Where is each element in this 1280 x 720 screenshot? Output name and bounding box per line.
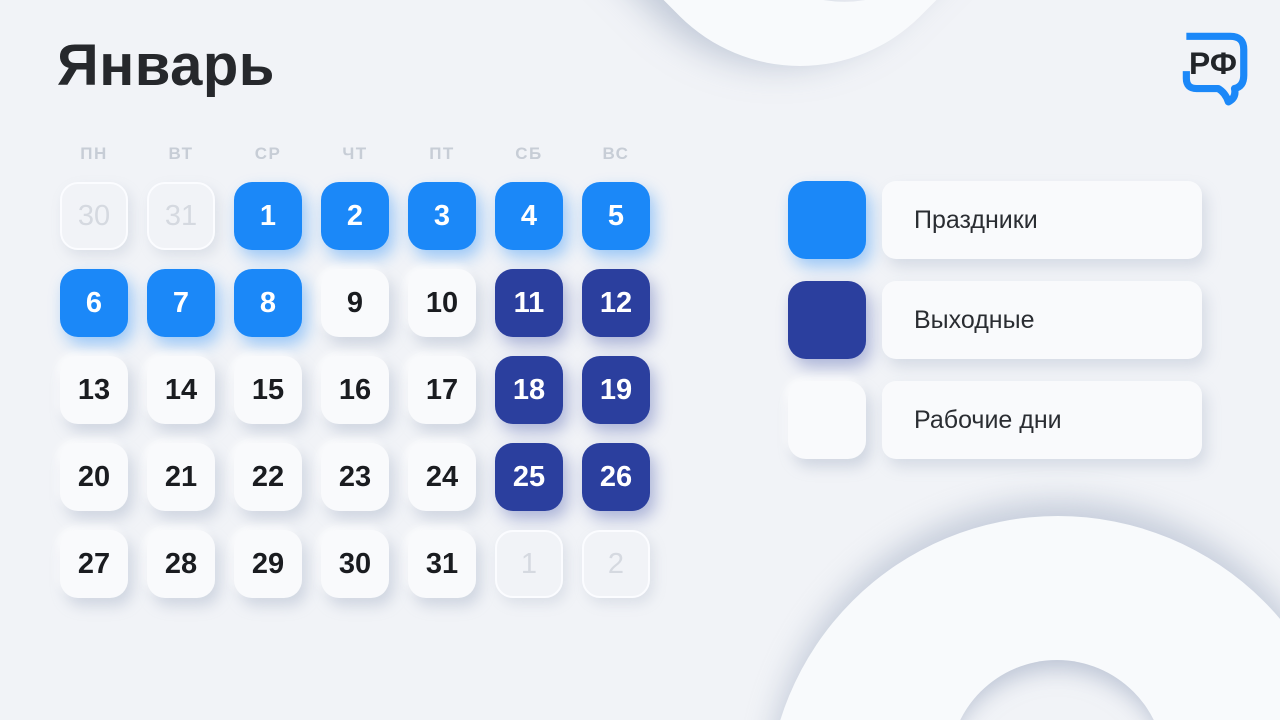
month-title: Январь xyxy=(57,33,275,98)
legend-swatch-weekend xyxy=(788,281,866,359)
speech-bubble-icon xyxy=(1182,32,1248,106)
legend-swatch-holiday xyxy=(788,181,866,259)
day-cell-9-workday: 9 xyxy=(321,269,389,337)
legend-row-holiday: Праздники xyxy=(788,181,1202,259)
legend-swatch-workday xyxy=(788,381,866,459)
day-cell-18-weekend: 18 xyxy=(495,356,563,424)
day-cell-7-holiday: 7 xyxy=(147,269,215,337)
background-curve-top xyxy=(163,0,1280,137)
weekday-label-вс: ВС xyxy=(602,144,630,163)
day-cell-30-adjacent: 30 xyxy=(60,182,128,250)
day-cell-15-workday: 15 xyxy=(234,356,302,424)
legend-label-holiday: Праздники xyxy=(882,181,1202,259)
day-cell-6-holiday: 6 xyxy=(60,269,128,337)
weekday-label-пт: ПТ xyxy=(429,144,455,163)
legend-label-workday: Рабочие дни xyxy=(882,381,1202,459)
legend: Праздники Выходные Рабочие дни xyxy=(788,181,1202,459)
legend-row-weekend: Выходные xyxy=(788,281,1202,359)
day-cell-5-holiday: 5 xyxy=(582,182,650,250)
day-cell-30-workday: 30 xyxy=(321,530,389,598)
weekday-label-вт: ВТ xyxy=(168,144,194,163)
day-cell-16-workday: 16 xyxy=(321,356,389,424)
weekday-label-ср: СР xyxy=(254,144,282,163)
weekday-label-чт: ЧТ xyxy=(342,144,368,163)
day-cell-29-workday: 29 xyxy=(234,530,302,598)
day-cell-31-adjacent: 31 xyxy=(147,182,215,250)
day-cell-21-workday: 21 xyxy=(147,443,215,511)
day-cell-19-weekend: 19 xyxy=(582,356,650,424)
day-cell-1-adjacent: 1 xyxy=(495,530,563,598)
day-cell-24-workday: 24 xyxy=(408,443,476,511)
weekday-label-сб: СБ xyxy=(515,144,543,163)
day-cell-26-weekend: 26 xyxy=(582,443,650,511)
legend-label-weekend: Выходные xyxy=(882,281,1202,359)
weekday-row: ПН ВТ СР ЧТ ПТ СБ ВС xyxy=(60,144,650,164)
legend-row-workday: Рабочие дни xyxy=(788,381,1202,459)
day-cell-4-holiday: 4 xyxy=(495,182,563,250)
calendar-grid: 30 31 1 2 3 4 5 6 7 8 9 10 11 12 13 14 15 16 17 18 19 20 21 22 2… xyxy=(60,182,650,598)
day-cell-28-workday: 28 xyxy=(147,530,215,598)
day-cell-14-workday: 14 xyxy=(147,356,215,424)
weekday-label-пн: ПН xyxy=(80,144,108,163)
day-cell-22-workday: 22 xyxy=(234,443,302,511)
day-cell-13-workday: 13 xyxy=(60,356,128,424)
day-cell-20-workday: 20 xyxy=(60,443,128,511)
day-cell-12-weekend: 12 xyxy=(582,269,650,337)
day-cell-27-workday: 27 xyxy=(60,530,128,598)
day-cell-17-workday: 17 xyxy=(408,356,476,424)
day-cell-31-workday: 31 xyxy=(408,530,476,598)
day-cell-8-holiday: 8 xyxy=(234,269,302,337)
day-cell-10-workday: 10 xyxy=(408,269,476,337)
rf-logo-text: РФ xyxy=(1189,45,1237,81)
day-cell-23-workday: 23 xyxy=(321,443,389,511)
day-cell-1-holiday: 1 xyxy=(234,182,302,250)
day-cell-25-weekend: 25 xyxy=(495,443,563,511)
rf-logo: РФ xyxy=(1172,26,1254,106)
day-cell-11-weekend: 11 xyxy=(495,269,563,337)
day-cell-2-adjacent: 2 xyxy=(582,530,650,598)
day-cell-2-holiday: 2 xyxy=(321,182,389,250)
day-cell-3-holiday: 3 xyxy=(408,182,476,250)
